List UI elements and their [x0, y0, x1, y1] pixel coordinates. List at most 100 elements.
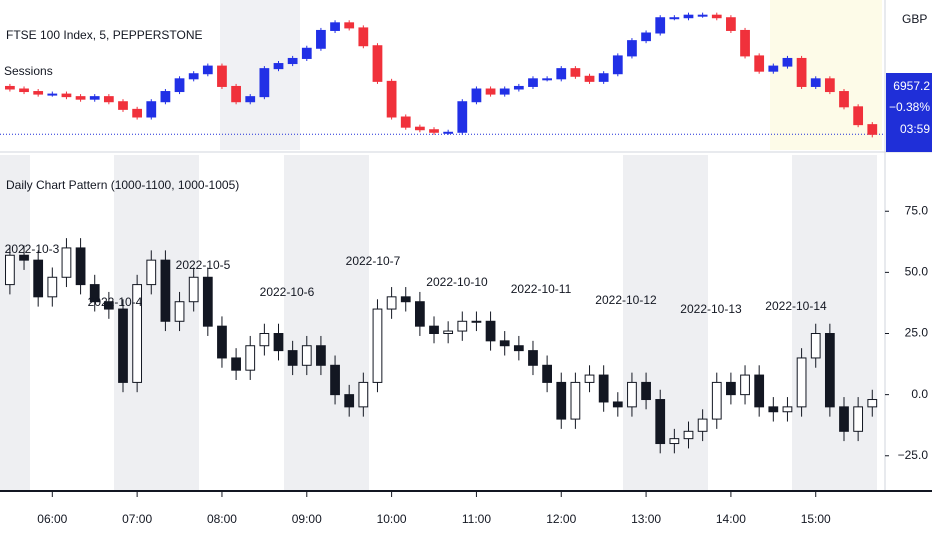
candle-body: [612, 401, 623, 408]
candle-body: [75, 96, 86, 100]
candle-body: [287, 57, 298, 65]
candle-body: [202, 65, 213, 75]
candle-body: [471, 320, 482, 323]
candle-body: [89, 96, 100, 100]
date-annotation: 2022-10-11: [511, 282, 572, 296]
candle-body: [443, 330, 454, 335]
symbol-title: FTSE 100 Index, 5, PEPPERSTONE: [6, 28, 203, 42]
candle-body: [824, 333, 835, 408]
last-price: 6957.2: [893, 79, 930, 93]
candle-body: [697, 14, 708, 17]
candle-body: [217, 325, 227, 359]
candle-body: [754, 374, 765, 408]
candle-body: [839, 406, 849, 432]
candle-body: [556, 68, 567, 80]
top-pane: [0, 12, 885, 138]
candle-body: [669, 438, 680, 445]
candle-body: [768, 65, 779, 72]
candle-body: [528, 350, 538, 366]
candle-body: [19, 254, 29, 261]
candle-body: [344, 22, 355, 29]
candle-body: [740, 29, 750, 57]
candle-body: [287, 350, 298, 366]
currency-label: GBP: [902, 12, 927, 26]
candle-body: [768, 406, 779, 413]
candle-body: [372, 45, 383, 82]
candle-body: [429, 325, 439, 335]
bottom-pane: 75.0 50.0 25.0 0.0 −25.0 2022-10-3 2022-10-4 20…: [5, 203, 929, 462]
candle-body: [499, 340, 510, 347]
candle-body: [542, 364, 552, 383]
x-tick-label: 12:00: [546, 512, 576, 526]
candle-body: [330, 22, 340, 31]
candle-body: [316, 345, 326, 366]
candle-body: [372, 308, 383, 383]
candle-body: [584, 75, 595, 82]
candle-body: [19, 88, 29, 93]
candle-body: [740, 374, 750, 396]
date-annotation: 2022-10-5: [176, 258, 231, 272]
candle-body: [103, 301, 114, 310]
candle-body: [570, 68, 581, 77]
candle-body: [457, 101, 468, 133]
session-band: [623, 155, 708, 490]
candle-body: [542, 78, 552, 81]
candle-body: [188, 73, 199, 80]
candle-body: [132, 284, 143, 383]
session-band: [792, 155, 877, 490]
candle-body: [301, 345, 312, 366]
candle-body: [711, 14, 722, 19]
candle-body: [627, 381, 637, 408]
x-tick-label: 08:00: [207, 512, 237, 526]
price-label-box: [886, 73, 932, 152]
candle-body: [810, 333, 821, 359]
candle-body: [683, 14, 694, 19]
candle-body: [556, 381, 567, 420]
y-tick-label: 25.0: [905, 326, 929, 340]
candle-body: [118, 308, 128, 383]
candle-body: [839, 91, 849, 108]
candle-body: [641, 381, 651, 401]
x-tick-label: 10:00: [377, 512, 407, 526]
candle-body: [400, 116, 411, 128]
candle-body: [273, 333, 284, 352]
bar-countdown: 03:59: [900, 122, 930, 136]
candle-body: [499, 88, 510, 95]
session-band: [114, 155, 199, 490]
candle-body: [61, 247, 72, 278]
candle-body: [443, 131, 454, 134]
candle-body: [259, 333, 270, 347]
candle-body: [5, 254, 15, 286]
candle-body: [485, 88, 496, 95]
indicator-title: Daily Chart Pattern (1000-1100, 1000-100…: [6, 178, 239, 192]
candle-body: [259, 68, 270, 98]
candle-body: [627, 40, 637, 57]
session-band: [284, 155, 369, 490]
candle-body: [358, 27, 369, 47]
candle-body: [386, 80, 397, 118]
session-band: [770, 0, 882, 150]
candle-body: [174, 301, 185, 322]
candle-body: [528, 78, 538, 87]
candle-body: [655, 399, 666, 445]
date-annotation: 2022-10-7: [346, 254, 401, 268]
candle-body: [103, 96, 114, 103]
date-annotation: 2022-10-6: [260, 285, 315, 299]
candle-body: [89, 284, 100, 303]
candle-body: [400, 296, 411, 303]
candle-body: [344, 394, 355, 408]
candle-body: [726, 17, 736, 31]
candle-body: [612, 55, 623, 75]
candle-body: [202, 276, 213, 327]
candle-body: [867, 124, 878, 135]
candle-body: [330, 364, 340, 396]
candle-body: [245, 96, 256, 103]
candle-body: [61, 93, 72, 98]
candle-body: [584, 374, 595, 383]
x-tick-label: 07:00: [122, 512, 152, 526]
candle-body: [33, 91, 44, 95]
candle-body: [217, 65, 227, 87]
date-annotation: 2022-10-4: [88, 295, 143, 309]
candle-body: [33, 259, 44, 298]
